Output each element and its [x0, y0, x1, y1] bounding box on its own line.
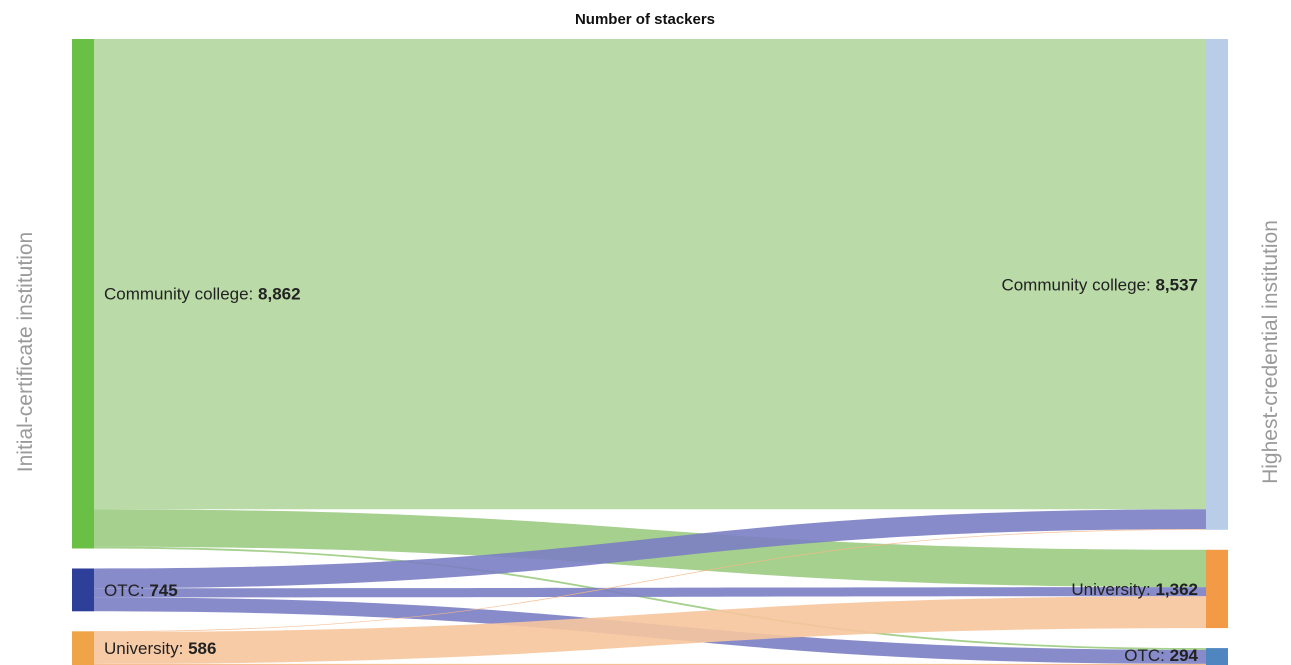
right-axis-label: Highest-credential institution — [1259, 220, 1282, 484]
target-node-cc — [1206, 39, 1228, 530]
target-node-otc — [1206, 648, 1228, 665]
source-node-otc — [72, 568, 94, 612]
target-node-value-cc: 8,537 — [1155, 275, 1198, 294]
source-node-label-cc: Community college: 8,862 — [104, 285, 301, 304]
target-node-univ — [1206, 549, 1228, 629]
link-univ-to-univ — [94, 596, 1206, 664]
link-otc-to-cc — [94, 509, 1206, 589]
link-otc-to-univ — [94, 587, 1206, 598]
target-node-value-otc: 294 — [1170, 646, 1199, 665]
source-node-cc — [72, 39, 94, 549]
sankey-nodes — [72, 39, 1228, 665]
source-node-label-univ: University: 586 — [104, 639, 216, 658]
source-node-value-univ: 586 — [188, 639, 216, 658]
chart-title: Number of stackers — [575, 11, 715, 28]
target-node-label-univ: University: 1,362 — [1071, 580, 1198, 599]
target-node-value-univ: 1,362 — [1155, 580, 1198, 599]
left-axis-label: Initial-certificate institution — [14, 232, 37, 472]
target-node-label-otc: OTC: 294 — [1124, 646, 1198, 665]
sankey-labels: Community college: 8,862 OTC: 745 Universi… — [104, 275, 1199, 665]
link-cc-to-otc — [94, 546, 1206, 650]
sankey-links — [94, 39, 1206, 665]
source-node-value-cc: 8,862 — [258, 285, 301, 304]
source-node-univ — [72, 631, 94, 665]
link-univ-to-cc — [94, 529, 1206, 633]
source-node-label-otc: OTC: 745 — [104, 581, 178, 600]
source-node-value-otc: 745 — [149, 581, 177, 600]
link-cc-to-cc — [94, 39, 1206, 510]
target-node-label-cc: Community college: 8,537 — [1001, 275, 1198, 294]
